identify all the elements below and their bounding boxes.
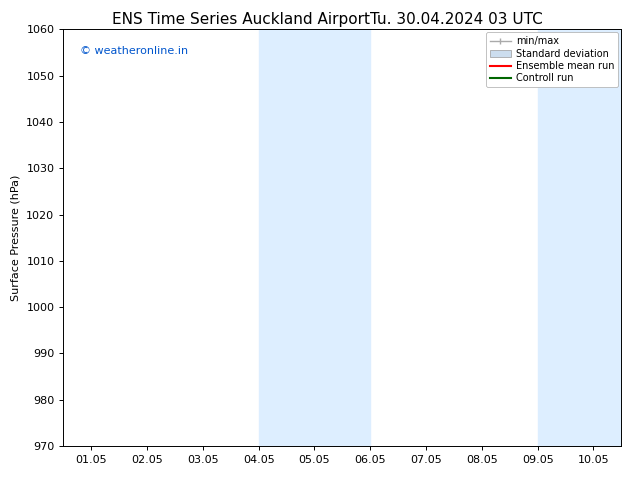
Text: Tu. 30.04.2024 03 UTC: Tu. 30.04.2024 03 UTC — [370, 12, 543, 27]
Y-axis label: Surface Pressure (hPa): Surface Pressure (hPa) — [11, 174, 21, 301]
Text: © weatheronline.in: © weatheronline.in — [80, 46, 188, 56]
Text: ENS Time Series Auckland Airport: ENS Time Series Auckland Airport — [112, 12, 370, 27]
Legend: min/max, Standard deviation, Ensemble mean run, Controll run: min/max, Standard deviation, Ensemble me… — [486, 32, 618, 87]
Bar — [538, 29, 621, 446]
Bar — [259, 29, 370, 446]
